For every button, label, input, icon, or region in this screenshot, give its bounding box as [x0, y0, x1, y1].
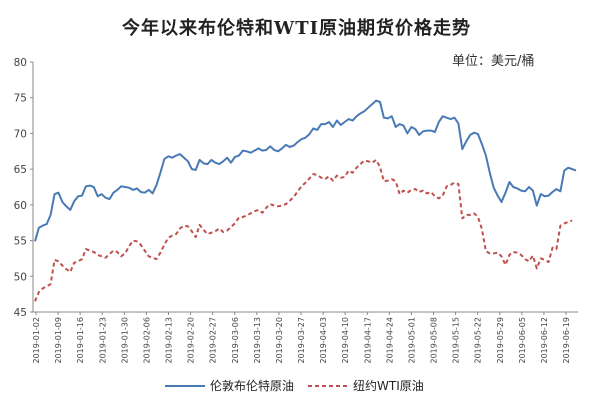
- x-tick-label: 2019-01-23: [98, 317, 107, 364]
- series-line-brent: [34, 99, 577, 242]
- legend-label-wti: 纽约WTI原油: [353, 378, 424, 393]
- x-tick-label: 2019-05-22: [474, 317, 483, 364]
- x-tick-label: 2019-06-19: [562, 317, 571, 364]
- x-tick-label: 2019-02-27: [209, 317, 218, 364]
- unit-label: 单位：美元/桶: [452, 54, 535, 69]
- x-tick-label: 2019-05-15: [452, 317, 461, 364]
- x-tick-label: 2019-03-13: [253, 317, 262, 364]
- y-tick-label: 80: [14, 57, 27, 69]
- x-tick-label: 2019-01-30: [120, 317, 129, 364]
- y-tick-label: 70: [14, 128, 27, 140]
- legend-label-brent: 伦敦布伦特原油: [210, 378, 294, 393]
- x-tick-label: 2019-01-02: [32, 317, 41, 364]
- y-tick-label: 50: [14, 271, 27, 283]
- y-tick-label: 75: [14, 93, 27, 105]
- chart-title: 今年以来布伦特和WTI原油期货价格走势: [121, 18, 472, 39]
- x-tick-label: 2019-04-10: [341, 317, 350, 364]
- x-tick-label: 2019-02-20: [187, 317, 196, 364]
- axes: 45 50 55 60 65 70 75 80 2019-01-02 2019-01-09 2019…: [14, 57, 578, 364]
- series-layer: [34, 99, 577, 302]
- x-tick-label: 2019-04-17: [363, 317, 372, 364]
- x-tick-label: 2019-03-27: [297, 317, 306, 364]
- series-line-wti: [34, 158, 573, 302]
- x-tick-label: 2019-05-29: [496, 317, 505, 364]
- x-tick-label: 2019-03-20: [275, 317, 284, 364]
- y-tick-label: 45: [14, 307, 27, 319]
- y-tick-label: 55: [14, 236, 27, 248]
- x-tick-label: 2019-05-08: [430, 317, 439, 364]
- x-tick-label: 2019-02-06: [142, 317, 151, 364]
- x-tick-label: 2019-04-24: [385, 317, 394, 364]
- x-tick-label: 2019-06-12: [540, 317, 549, 364]
- x-tick-label: 2019-06-05: [518, 317, 527, 364]
- x-tick-label: 2019-04-03: [319, 317, 328, 364]
- x-tick-label: 2019-03-06: [231, 317, 240, 364]
- y-tick-label: 65: [14, 164, 27, 176]
- legend: 伦敦布伦特原油 纽约WTI原油: [165, 378, 424, 393]
- x-tick-label: 2019-01-09: [54, 317, 63, 364]
- x-tick-label: 2019-01-16: [76, 317, 85, 364]
- y-tick-label: 60: [14, 200, 27, 212]
- x-tick-label: 2019-02-13: [165, 317, 174, 364]
- x-tick-label: 2019-05-01: [407, 317, 416, 364]
